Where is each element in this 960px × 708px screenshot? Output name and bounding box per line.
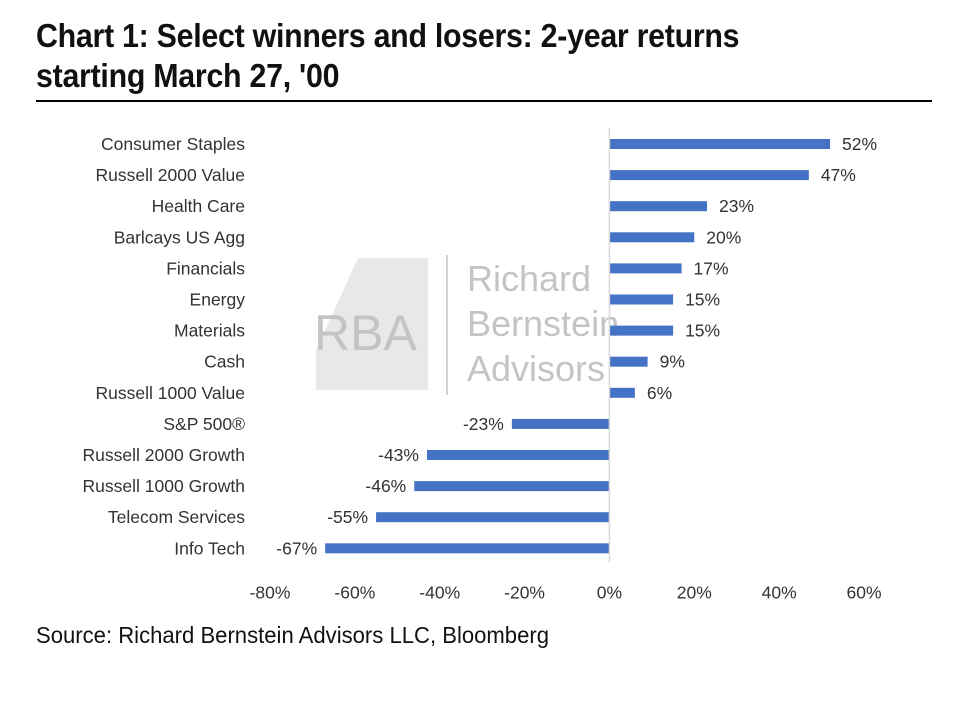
value-label: -43% bbox=[378, 445, 419, 465]
watermark-name-line: Bernstein bbox=[467, 303, 619, 344]
watermark-name-line: Advisors bbox=[467, 348, 605, 389]
bar bbox=[414, 481, 610, 492]
x-tick-label: 0% bbox=[597, 582, 622, 602]
watermark-name-line: Richard bbox=[467, 258, 591, 299]
bar bbox=[609, 263, 682, 274]
chart-title: Chart 1: Select winners and losers: 2-ye… bbox=[36, 17, 740, 94]
x-tick-label: 60% bbox=[846, 582, 881, 602]
value-label: -23% bbox=[463, 414, 504, 434]
category-label: Russell 2000 Growth bbox=[83, 445, 245, 465]
x-tick-label: -80% bbox=[250, 582, 291, 602]
x-tick-label: -20% bbox=[504, 582, 545, 602]
value-label: -46% bbox=[365, 476, 406, 496]
value-label: 52% bbox=[842, 134, 877, 154]
bar bbox=[376, 512, 610, 523]
bar bbox=[511, 418, 610, 429]
watermark-shape bbox=[316, 258, 428, 390]
bar bbox=[609, 232, 695, 243]
bar bbox=[609, 325, 674, 336]
category-label: Info Tech bbox=[174, 538, 245, 558]
value-label: 6% bbox=[647, 383, 672, 403]
bar bbox=[609, 170, 809, 181]
x-tick-label: -60% bbox=[334, 582, 375, 602]
category-label: Health Care bbox=[152, 196, 245, 216]
category-label: Russell 1000 Value bbox=[96, 383, 246, 403]
value-label: 47% bbox=[821, 165, 856, 185]
x-tick-label: -40% bbox=[419, 582, 460, 602]
title-divider bbox=[36, 100, 932, 102]
bar bbox=[609, 294, 674, 305]
value-label: -67% bbox=[276, 538, 317, 558]
source-note: Source: Richard Bernstein Advisors LLC, … bbox=[36, 622, 549, 648]
bar bbox=[609, 356, 648, 367]
value-label: 17% bbox=[694, 258, 729, 278]
category-label: Financials bbox=[166, 258, 245, 278]
value-label: -55% bbox=[327, 507, 368, 527]
value-label: 9% bbox=[660, 352, 685, 372]
category-label: Russell 2000 Value bbox=[96, 165, 246, 185]
bar bbox=[609, 139, 831, 149]
category-label: Telecom Services bbox=[108, 507, 245, 527]
category-label: Barlcays US Agg bbox=[114, 227, 245, 247]
value-label: 20% bbox=[706, 227, 741, 247]
x-tick-label: 40% bbox=[762, 582, 797, 602]
x-axis-ticks: -80% -60% -40% -20% 0% 20% 40% 60% bbox=[250, 582, 882, 602]
bar bbox=[426, 450, 610, 460]
category-label: Cash bbox=[204, 352, 245, 372]
bar bbox=[609, 387, 635, 398]
category-label: Russell 1000 Growth bbox=[83, 476, 245, 496]
category-label: S&P 500® bbox=[163, 414, 245, 434]
bars-group bbox=[325, 139, 831, 554]
category-label: Consumer Staples bbox=[101, 134, 245, 154]
category-labels: Consumer Staples Russell 2000 Value Health… bbox=[83, 134, 246, 558]
value-label: 23% bbox=[719, 196, 754, 216]
category-label: Energy bbox=[190, 290, 246, 310]
bar bbox=[325, 543, 610, 554]
watermark-logo-text: RBA bbox=[314, 305, 417, 361]
value-label: 15% bbox=[685, 290, 720, 310]
value-labels: 52%47%23%20%17%15%15%9%6%-23%-43%-46%-55… bbox=[276, 134, 877, 558]
value-label: 15% bbox=[685, 321, 720, 341]
category-label: Materials bbox=[174, 321, 245, 341]
bar bbox=[609, 201, 708, 212]
x-tick-label: 20% bbox=[677, 582, 712, 602]
